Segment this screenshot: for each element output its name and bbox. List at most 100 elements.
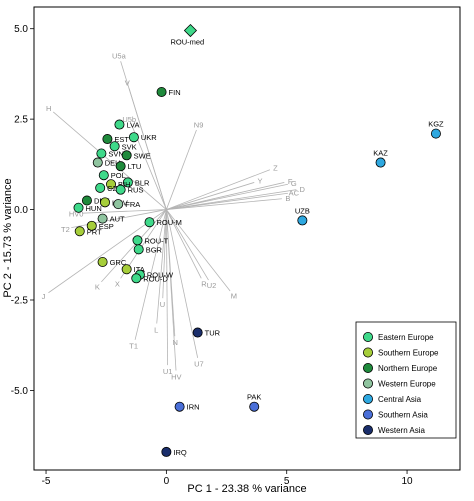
data-point [98, 170, 109, 181]
loading-arrow [166, 198, 282, 210]
loading-arrow [166, 209, 209, 281]
legend-swatch [362, 424, 373, 435]
loading-label: M [231, 292, 237, 301]
loading-label: AC [289, 188, 300, 197]
point-label: BGR [146, 245, 163, 254]
loading-arrow [166, 209, 231, 292]
loading-arrow [52, 111, 167, 210]
data-point [114, 119, 125, 130]
y-tick-label: -2.5 [11, 295, 29, 306]
point-label: FRA [125, 200, 140, 209]
x-tick-label: -5 [42, 476, 51, 487]
loading-label: U [160, 300, 165, 309]
point-label: LTU [128, 162, 142, 171]
point-label: BLR [135, 178, 150, 187]
data-point [131, 273, 142, 284]
y-tick-label: 0.0 [14, 205, 28, 216]
legend-swatch [362, 393, 373, 404]
point-label: DEU [105, 159, 121, 168]
point-label: POL [111, 171, 126, 180]
data-point [115, 184, 126, 195]
loading-label: N [172, 338, 177, 347]
data-point [128, 132, 139, 143]
data-point [297, 215, 308, 226]
point-label: FIN [169, 88, 181, 97]
point-label: GRC [110, 258, 127, 267]
loading-label: U5a [112, 52, 127, 61]
point-label: RUS [128, 186, 144, 195]
loading-label: T1 [129, 342, 138, 351]
point-label: ESP [99, 222, 114, 231]
ticks-layer: -5 0 5 10 -5.0 -2.5 0.0 2.5 5.0 [11, 24, 413, 487]
data-point [100, 197, 111, 208]
data-point [102, 134, 113, 145]
legend-item-label: Northern Europe [378, 364, 438, 373]
loading-label: R [201, 280, 207, 289]
data-point [74, 226, 85, 237]
loading-arrow [156, 209, 167, 324]
loading-label: Y [257, 177, 262, 186]
loading-label: L [154, 325, 158, 334]
y-axis-label: PC 2 - 15.73 % variance [2, 178, 14, 297]
point-label: LVA [126, 121, 139, 130]
data-point [97, 213, 108, 224]
loading-label: U1 [163, 367, 173, 376]
loading-label: HV [171, 373, 181, 382]
legend: Eastern Europe Southern Europe Northern Eu… [355, 321, 457, 439]
loading-arrow [166, 183, 288, 210]
legend-swatch [362, 378, 373, 389]
point-label: PAK [247, 393, 261, 402]
data-point [121, 150, 132, 161]
loading-label: K [95, 282, 100, 291]
loading-arrow [165, 209, 177, 371]
loading-arrow [165, 129, 197, 210]
data-point [174, 401, 185, 412]
legend-box [355, 321, 457, 439]
loading-label: U2 [207, 281, 217, 290]
legend-swatch [362, 347, 373, 358]
point-label: ROU-W [147, 271, 174, 280]
loading-label: T2 [61, 225, 70, 234]
loading-label: Z [273, 164, 278, 173]
data-point [115, 161, 126, 172]
x-tick-label: 5 [284, 476, 290, 487]
loading-label: U7 [194, 360, 204, 369]
y-tick-label: 2.5 [14, 115, 28, 126]
loading-arrow [166, 182, 285, 210]
point-label: BIH [118, 180, 131, 189]
loading-arrow [101, 209, 167, 283]
data-point [73, 202, 84, 213]
legend-item-label: Southern Europe [378, 349, 439, 358]
point-label: ROU-med [170, 38, 204, 47]
loading-arrow [166, 189, 297, 210]
loading-arrow [162, 209, 167, 299]
loading-arrow [165, 209, 168, 366]
y-tick-label: -5.0 [11, 386, 29, 397]
point-label: ROU-D [143, 274, 168, 283]
data-point [106, 179, 117, 190]
data-point [144, 217, 155, 228]
point-label: EST [114, 135, 129, 144]
y-tick-label: 5.0 [14, 24, 28, 35]
loading-label: D [300, 185, 306, 194]
loading-arrow [82, 209, 167, 214]
loading-label: X [115, 279, 120, 288]
legend-swatch [362, 409, 373, 420]
legend-swatch [362, 331, 373, 342]
point-label: SVN [108, 149, 123, 158]
data-point [192, 327, 203, 338]
legend-item-label: Western Asia [378, 426, 426, 435]
data-point [161, 446, 172, 457]
legend-item-label: Eastern Europe [378, 333, 434, 342]
data-point [183, 23, 198, 38]
loading-arrow [165, 209, 199, 358]
data-point [121, 264, 132, 275]
loading-label: G [291, 179, 297, 188]
loading-label: U5b [122, 115, 136, 124]
point-label: PRT [87, 227, 102, 236]
data-point [81, 195, 92, 206]
point-label: CZE [107, 184, 122, 193]
legend-item-label: Western Europe [378, 380, 436, 389]
point-label: ROU-M [157, 218, 182, 227]
